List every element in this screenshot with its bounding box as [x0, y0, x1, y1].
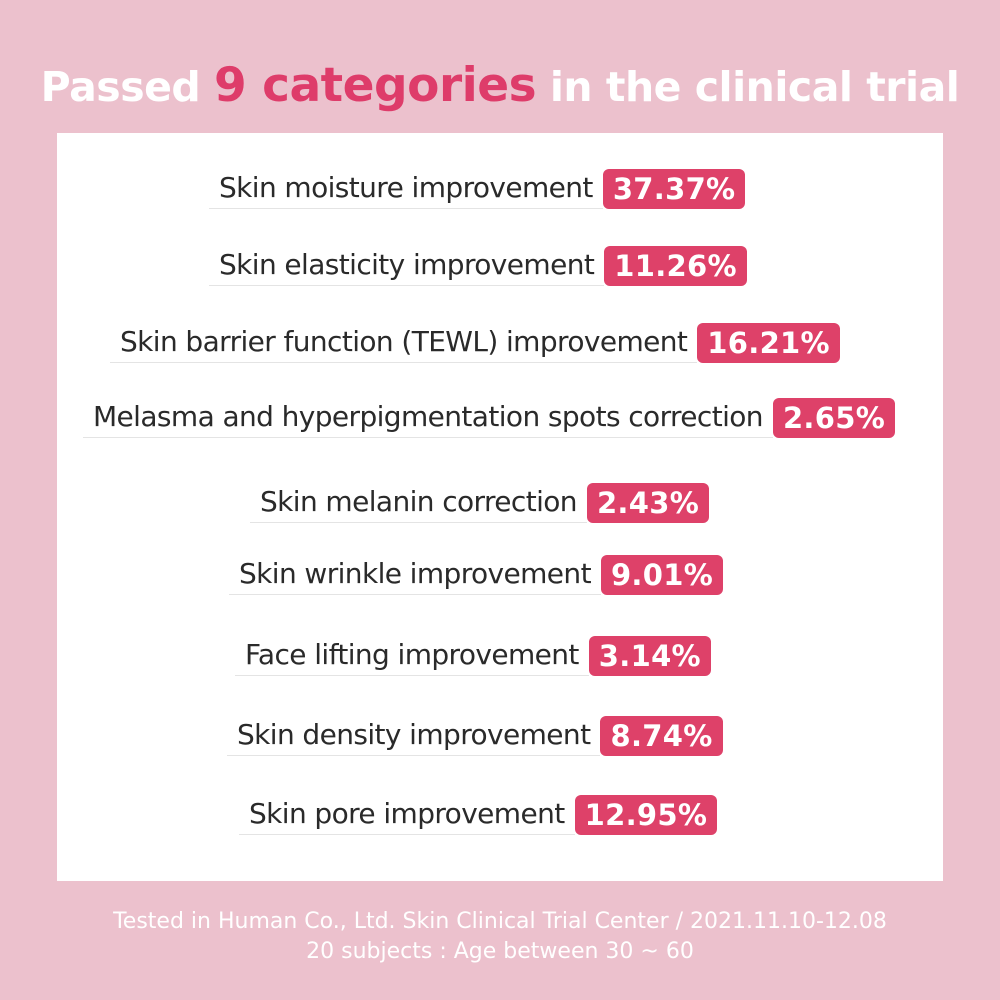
- results-panel: Skin moisture improvement 37.37% Skin el…: [57, 133, 943, 881]
- result-label: Skin density improvement: [227, 719, 601, 756]
- result-row: Face lifting improvement 3.14%: [57, 636, 943, 676]
- headline: Passed 9 categories in the clinical tria…: [0, 58, 1000, 113]
- result-row: Skin pore improvement 12.95%: [57, 795, 943, 835]
- result-value-badge: 3.14%: [588, 636, 711, 676]
- result-row: Skin elasticity improvement 11.26%: [57, 246, 943, 286]
- result-value-badge: 2.43%: [586, 483, 710, 523]
- result-value-badge: 2.65%: [772, 398, 896, 438]
- result-label: Face lifting improvement: [235, 639, 589, 676]
- result-value-badge: 37.37%: [602, 169, 746, 209]
- result-value-badge: 9.01%: [600, 555, 724, 595]
- result-value-badge: 11.26%: [604, 246, 747, 286]
- result-row: Skin melanin correction 2.43%: [57, 483, 943, 523]
- footnote-test-center: Tested in Human Co., Ltd. Skin Clinical …: [113, 909, 887, 934]
- result-value-badge: 12.95%: [574, 795, 718, 835]
- headline-suffix: in the clinical trial: [536, 63, 960, 111]
- result-value-badge: 8.74%: [600, 716, 723, 756]
- result-row: Skin barrier function (TEWL) improvement…: [57, 323, 943, 363]
- headline-prefix: Passed: [40, 63, 215, 111]
- result-label: Skin barrier function (TEWL) improvement: [110, 326, 698, 363]
- result-label: Melasma and hyperpigmentation spots corr…: [83, 401, 773, 438]
- result-value-badge: 16.21%: [697, 323, 840, 363]
- result-row: Melasma and hyperpigmentation spots corr…: [57, 398, 943, 438]
- result-label: Skin wrinkle improvement: [229, 558, 601, 595]
- result-row: Skin moisture improvement 37.37%: [57, 169, 943, 209]
- footnote-subjects: 20 subjects : Age between 30 ~ 60: [306, 939, 694, 964]
- result-label: Skin pore improvement: [239, 798, 575, 835]
- result-label: Skin elasticity improvement: [209, 249, 605, 286]
- result-row: Skin wrinkle improvement 9.01%: [57, 555, 943, 595]
- headline-accent: 9 categories: [214, 58, 537, 113]
- result-label: Skin moisture improvement: [209, 172, 603, 209]
- result-row: Skin density improvement 8.74%: [57, 716, 943, 756]
- result-label: Skin melanin correction: [250, 486, 587, 523]
